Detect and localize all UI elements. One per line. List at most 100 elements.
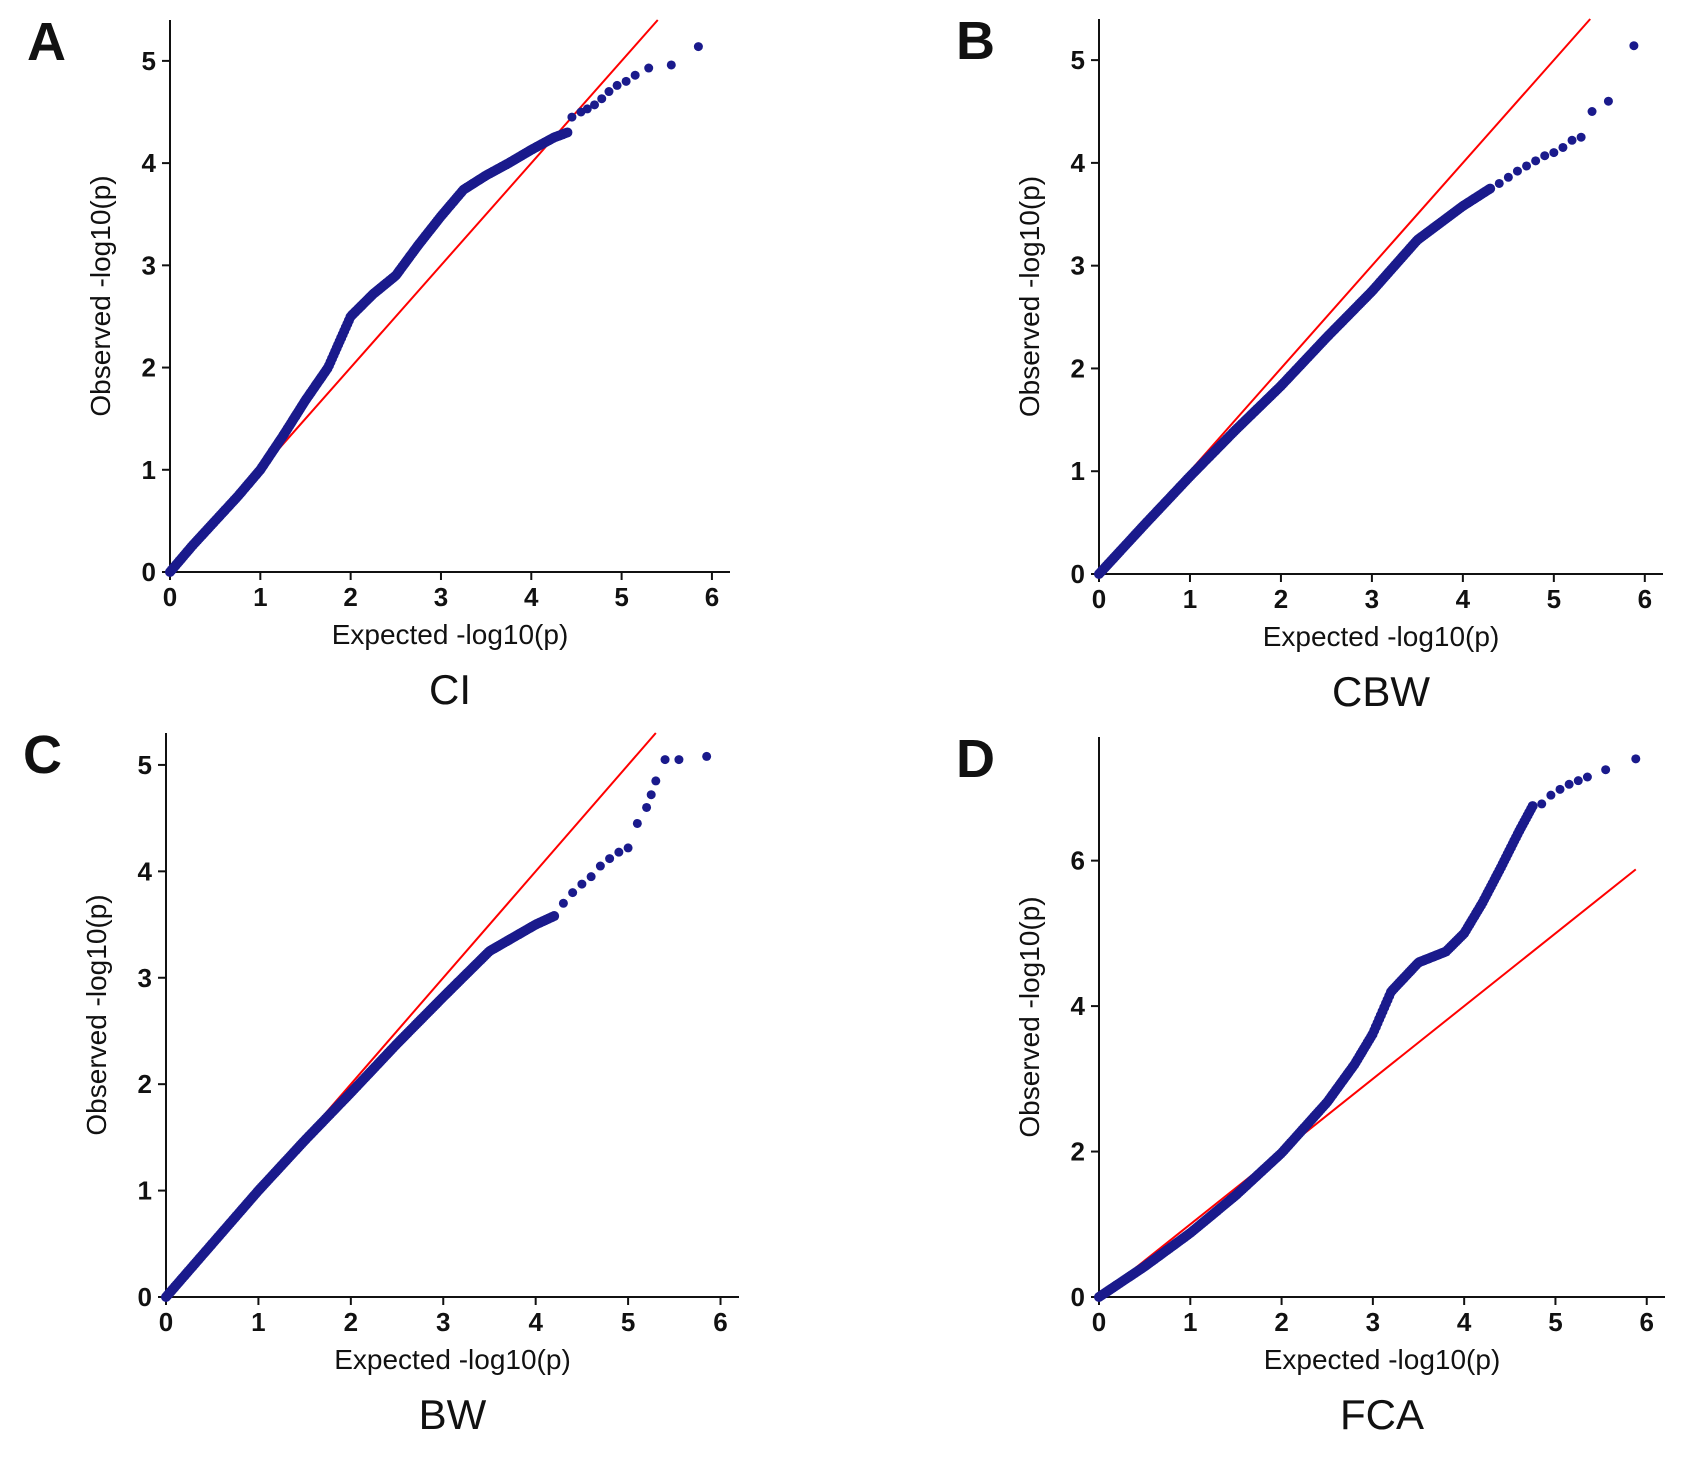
tail-point <box>568 888 578 898</box>
tail-point <box>646 790 656 800</box>
tail-point <box>567 112 577 122</box>
x-tick-label: 4 <box>1456 584 1471 614</box>
tail-point <box>623 843 633 853</box>
x-axis-label: Expected -log10(p) <box>334 1344 571 1375</box>
tail-point <box>674 755 684 765</box>
panel-letter: D <box>956 729 995 789</box>
tail-point <box>1601 765 1611 775</box>
tail-point <box>558 898 568 908</box>
panel-b: 0 1 2 3 4 5 6 0 1 2 3 4 5 Expected -log10(p) Observed … <box>956 11 1663 715</box>
x-tick-label: 6 <box>713 1307 727 1337</box>
x-tick-label: 3 <box>1366 1307 1380 1337</box>
observed-point <box>1527 801 1538 812</box>
x-tick-label: 1 <box>1183 1307 1197 1337</box>
tail-point <box>582 104 592 114</box>
x-tick-label: 6 <box>1638 584 1652 614</box>
tail-point <box>614 847 624 857</box>
tail-point <box>1531 156 1541 166</box>
tail-point <box>1587 107 1597 116</box>
panel-d: 0 1 2 3 4 5 6 0 2 4 6 Expected -log10(p) Observed -l… <box>956 729 1665 1438</box>
tail-point <box>605 854 615 864</box>
y-tick-label: 4 <box>1071 991 1086 1021</box>
y-tick-label: 6 <box>1071 846 1085 876</box>
y-tick-label: 5 <box>1071 45 1085 75</box>
panel-letter: A <box>27 12 66 72</box>
tail-point <box>644 63 654 73</box>
y-tick-label: 4 <box>142 148 157 178</box>
x-tick-label: 5 <box>1548 1307 1562 1337</box>
tail-point <box>1555 784 1565 794</box>
x-axis-label: Expected -log10(p) <box>1263 621 1500 652</box>
y-tick-label: 2 <box>138 1069 152 1099</box>
tail-point <box>612 80 622 90</box>
tail-point <box>1582 772 1592 782</box>
x-tick-label: 2 <box>344 1307 358 1337</box>
y-tick-label: 0 <box>138 1282 152 1312</box>
x-tick-label: 0 <box>1092 584 1106 614</box>
x-tick-label: 6 <box>1640 1307 1654 1337</box>
tail-point <box>1576 132 1586 142</box>
y-tick-label: 2 <box>142 353 156 383</box>
y-tick-label: 1 <box>138 1176 152 1206</box>
tail-point <box>621 76 631 86</box>
x-tick-label: 0 <box>159 1307 173 1337</box>
x-tick-label: 3 <box>434 582 448 612</box>
panel-title: FCA <box>1340 1391 1424 1438</box>
tail-point <box>630 70 640 80</box>
y-axis-label: Observed -log10(p) <box>1014 176 1045 417</box>
y-tick-label: 0 <box>1071 559 1085 589</box>
x-tick-label: 4 <box>1457 1307 1472 1337</box>
panel-title: CI <box>429 666 471 713</box>
observed-point <box>562 127 573 138</box>
tail-point <box>702 751 712 761</box>
x-tick-label: 3 <box>1365 584 1379 614</box>
tail-point <box>595 861 605 871</box>
tail-point <box>1567 135 1577 145</box>
tail-point <box>1494 178 1504 188</box>
y-tick-label: 3 <box>1071 251 1085 281</box>
tail-point <box>660 755 670 765</box>
panel-title: BW <box>419 1391 487 1438</box>
tail-point <box>1537 799 1547 809</box>
x-axis-label: Expected -log10(p) <box>332 619 569 650</box>
y-axis-label: Observed -log10(p) <box>81 894 112 1135</box>
y-axis-label: Observed -log10(p) <box>85 175 116 416</box>
y-tick-label: 1 <box>142 455 156 485</box>
tail-point <box>1573 776 1583 786</box>
x-tick-label: 0 <box>163 582 177 612</box>
tail-point <box>604 87 614 97</box>
x-tick-label: 3 <box>436 1307 450 1337</box>
x-tick-label: 6 <box>705 582 719 612</box>
tail-point <box>1558 142 1568 152</box>
x-tick-label: 5 <box>614 582 628 612</box>
tail-point <box>1564 779 1574 789</box>
tail-point <box>1546 790 1556 800</box>
y-axis-label: Observed -log10(p) <box>1014 896 1045 1137</box>
panel-title: CBW <box>1332 668 1430 715</box>
tail-point <box>597 94 607 104</box>
tail-point <box>1549 148 1559 158</box>
tail-point <box>632 818 642 828</box>
tail-point <box>577 879 587 889</box>
y-tick-label: 4 <box>138 856 153 886</box>
x-tick-label: 5 <box>1547 584 1561 614</box>
x-tick-label: 4 <box>528 1307 543 1337</box>
panel-letter: C <box>23 725 62 785</box>
observed-point <box>549 911 560 922</box>
tail-point <box>1629 41 1639 51</box>
y-tick-label: 2 <box>1071 1137 1085 1167</box>
tail-point <box>666 60 676 70</box>
x-tick-label: 2 <box>343 582 357 612</box>
y-tick-label: 2 <box>1071 353 1085 383</box>
tail-point <box>1540 151 1550 161</box>
tail-point <box>642 802 652 812</box>
x-tick-label: 1 <box>1183 584 1197 614</box>
x-tick-label: 0 <box>1092 1307 1106 1337</box>
y-tick-label: 0 <box>142 557 156 587</box>
x-tick-label: 1 <box>251 1307 265 1337</box>
panel-c: 0 1 2 3 4 5 6 0 1 2 3 4 5 Expected -log10(p) Observed … <box>23 725 739 1438</box>
y-tick-label: 3 <box>138 963 152 993</box>
y-tick-label: 4 <box>1071 148 1086 178</box>
x-tick-label: 1 <box>253 582 267 612</box>
